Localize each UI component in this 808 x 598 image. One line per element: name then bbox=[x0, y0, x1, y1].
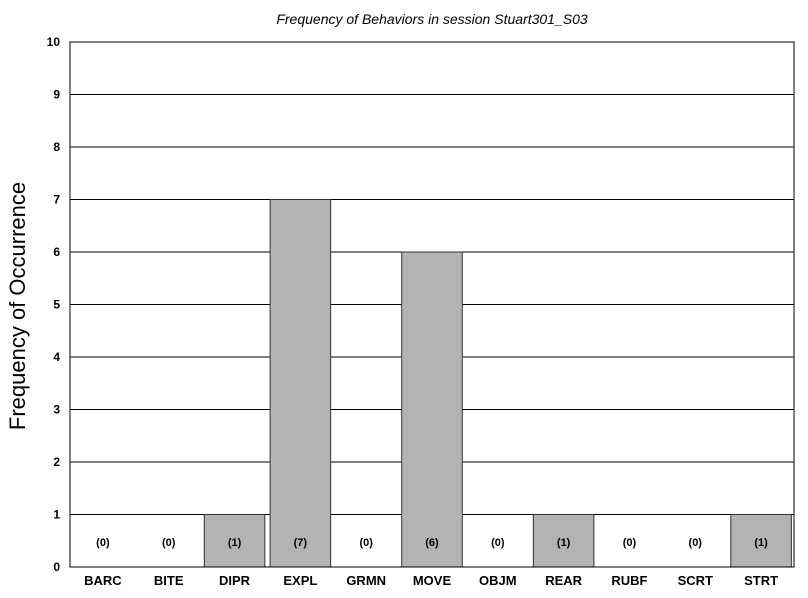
data-label: (6) bbox=[425, 537, 439, 549]
x-tick-label: EXPL bbox=[283, 573, 317, 588]
data-label: (7) bbox=[294, 537, 308, 549]
y-tick-label: 0 bbox=[53, 560, 60, 574]
x-tick-label: MOVE bbox=[413, 573, 452, 588]
bar-move bbox=[401, 251, 463, 568]
data-label: (0) bbox=[359, 537, 373, 549]
y-tick-labels: 0 1 2 3 4 5 6 7 8 9 10 bbox=[47, 35, 61, 574]
data-label: (0) bbox=[623, 537, 637, 549]
bar-expl bbox=[269, 199, 332, 568]
data-label: (0) bbox=[162, 537, 176, 549]
x-tick-label: REAR bbox=[545, 573, 582, 588]
y-tick-label: 8 bbox=[53, 140, 60, 154]
y-tick-label: 3 bbox=[53, 403, 60, 417]
x-tick-label: DIPR bbox=[219, 573, 251, 588]
bars bbox=[203, 199, 792, 568]
bar-dipr bbox=[203, 514, 266, 568]
x-tick-label: BARC bbox=[84, 573, 122, 588]
x-tick-label: SCRT bbox=[678, 573, 713, 588]
bar-strt bbox=[730, 514, 792, 568]
x-tick-label: BITE bbox=[154, 573, 184, 588]
data-label: (1) bbox=[754, 537, 768, 549]
y-tick-label: 10 bbox=[47, 35, 61, 49]
x-tick-label: GRMN bbox=[346, 573, 386, 588]
chart-title: Frequency of Behaviors in session Stuart… bbox=[276, 11, 588, 27]
data-label: (0) bbox=[491, 537, 505, 549]
bar-rear bbox=[532, 514, 595, 568]
y-tick-label: 9 bbox=[53, 88, 60, 102]
y-tick-label: 1 bbox=[53, 508, 60, 522]
data-label: (0) bbox=[689, 537, 703, 549]
x-tick-label: RUBF bbox=[611, 573, 647, 588]
plot-frame bbox=[69, 41, 795, 568]
data-label: (1) bbox=[228, 537, 242, 549]
y-axis-label: Frequency of Occurrence bbox=[5, 182, 30, 430]
x-tick-labels: BARC BITE DIPR EXPL GRMN MOVE OBJM REAR RUBF SCRT… bbox=[84, 573, 778, 588]
y-tick-label: 2 bbox=[53, 455, 60, 469]
data-label: (0) bbox=[96, 537, 110, 549]
x-tick-label: STRT bbox=[744, 573, 778, 588]
y-tick-label: 4 bbox=[53, 350, 60, 364]
x-tick-label: OBJM bbox=[479, 573, 517, 588]
data-label: (1) bbox=[557, 537, 571, 549]
data-labels: (0) (0) (1) (7) (0) (6) (0) (1) (0) (0) (1) bbox=[96, 537, 768, 549]
y-tick-label: 7 bbox=[53, 193, 60, 207]
y-tick-label: 6 bbox=[53, 245, 60, 259]
y-tick-label: 5 bbox=[53, 298, 60, 312]
